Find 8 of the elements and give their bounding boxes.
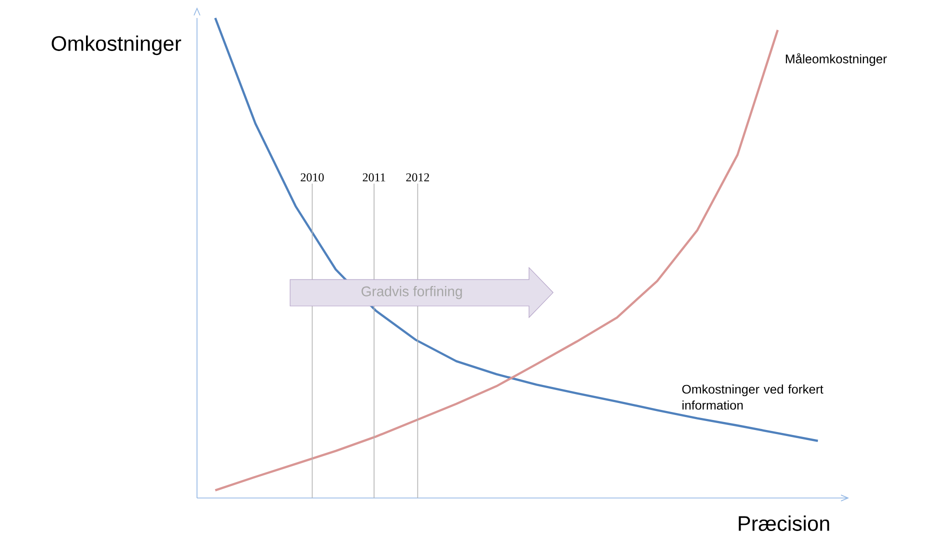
x-axis-title: Præcision (738, 516, 830, 531)
annotation: 2012 (406, 173, 430, 182)
series-label: Måleomkostninger (786, 53, 887, 66)
y-axis-title: Omkostninger (52, 36, 182, 56)
annotation: 2010 (300, 173, 324, 182)
annotation: 2011 (362, 173, 386, 182)
annotation: Gradvis forfining (362, 286, 462, 300)
series-label: Omkostninger ved forkert information (682, 384, 824, 410)
